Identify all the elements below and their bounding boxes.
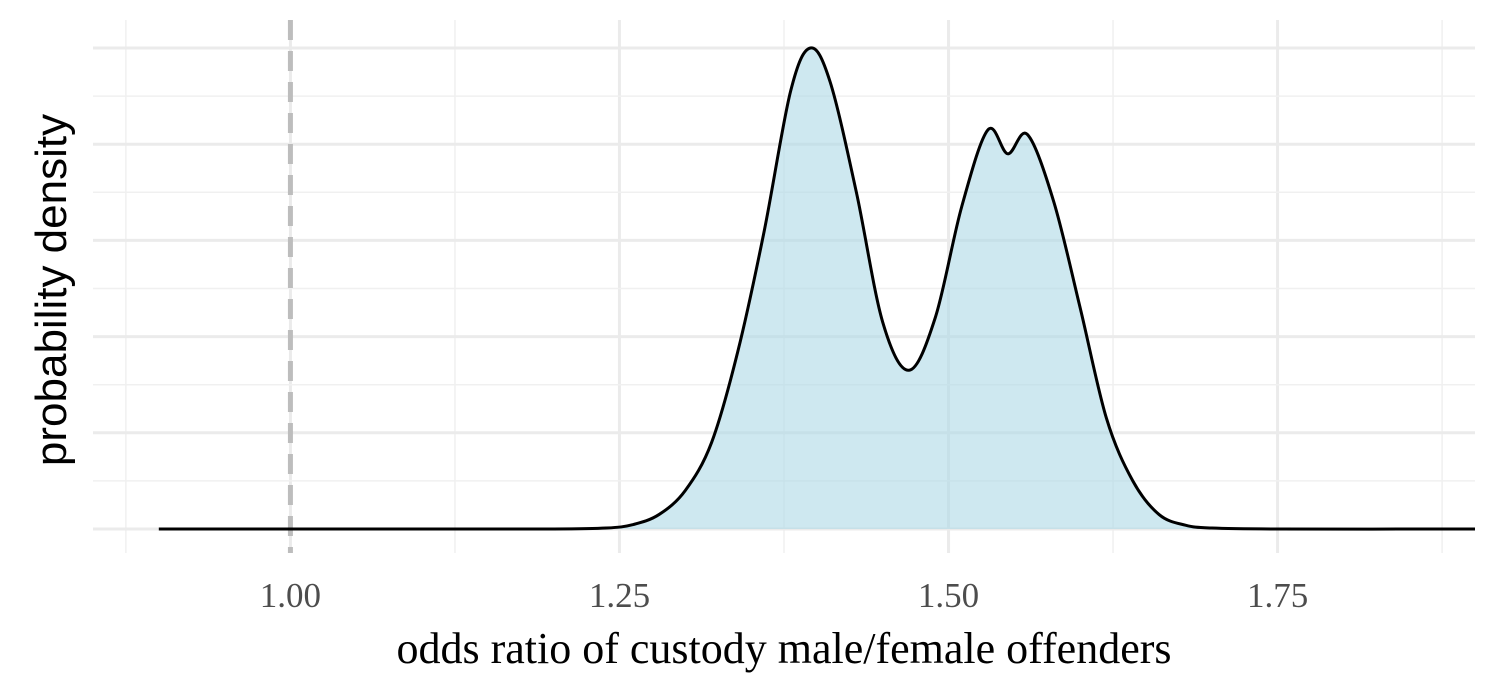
x-tick-label: 1.75 (1247, 576, 1308, 615)
density-line (158, 46, 1476, 531)
x-tick-label: 1.25 (589, 576, 650, 615)
x-tick-label: 1.00 (260, 576, 321, 615)
y-axis-title: probability density (27, 114, 76, 466)
x-axis-title: odds ratio of custody male/female offend… (396, 624, 1171, 673)
x-axis-ticks: 1.00 1.25 1.50 1.75 (260, 576, 1308, 615)
x-tick-label: 1.50 (918, 576, 979, 615)
density-area (158, 46, 1476, 531)
density-fill (158, 47, 1475, 530)
